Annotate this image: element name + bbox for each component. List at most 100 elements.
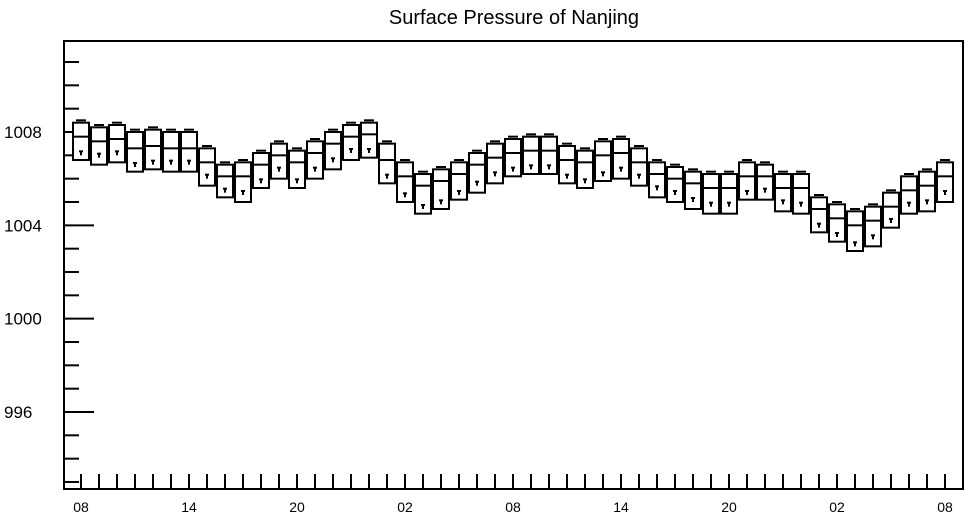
chart-title: Surface Pressure of Nanjing — [389, 7, 639, 29]
box — [522, 133, 540, 176]
box — [918, 168, 936, 213]
box-body — [684, 170, 702, 211]
box — [486, 140, 504, 185]
box-body — [234, 161, 252, 203]
box — [378, 140, 396, 185]
box — [72, 119, 90, 161]
box-body — [162, 131, 180, 173]
box — [702, 170, 720, 215]
box — [882, 189, 900, 229]
box-body — [522, 135, 540, 176]
box-body — [900, 175, 918, 215]
x-tick-label: 08 — [73, 499, 89, 515]
box-body — [720, 173, 738, 215]
box — [810, 194, 828, 234]
box-body — [504, 138, 522, 178]
box-body — [306, 140, 324, 180]
box — [144, 126, 162, 171]
box-body — [378, 142, 396, 185]
x-tick-label: 08 — [937, 499, 953, 515]
x-tick-label: 02 — [829, 499, 845, 515]
box-body — [396, 161, 414, 203]
y-tick-label: 996 — [4, 403, 32, 422]
box-body — [216, 163, 234, 199]
box-body — [432, 168, 450, 210]
box-body — [918, 170, 936, 213]
box — [450, 159, 468, 201]
box — [576, 147, 594, 190]
box-body — [756, 163, 774, 201]
box — [396, 159, 414, 203]
box — [180, 128, 198, 173]
box-body — [630, 147, 648, 187]
box-body — [360, 121, 378, 159]
box-body — [792, 173, 810, 215]
box — [612, 135, 630, 180]
box — [234, 159, 252, 203]
x-tick-label: 20 — [289, 499, 305, 515]
box — [288, 147, 306, 190]
box — [846, 208, 864, 252]
box-body — [846, 210, 864, 252]
plot-frame — [63, 40, 964, 490]
box-body — [666, 166, 684, 203]
box — [720, 170, 738, 215]
box — [666, 163, 684, 203]
box — [828, 201, 846, 243]
box-body — [342, 124, 360, 161]
box-body — [486, 142, 504, 185]
box — [90, 124, 108, 166]
box — [756, 161, 774, 201]
box — [108, 121, 126, 164]
box-body — [774, 173, 792, 213]
box — [540, 133, 558, 176]
y-tick-label: 1008 — [4, 123, 42, 142]
box-body — [648, 161, 666, 199]
box-body — [450, 161, 468, 201]
box — [594, 138, 612, 182]
box-body — [882, 191, 900, 229]
box-body — [864, 205, 882, 248]
box — [738, 159, 756, 201]
box-body — [180, 131, 198, 173]
box-body — [738, 161, 756, 201]
y-axis: 996 1000 1004 1008 — [4, 61, 94, 483]
box-body — [90, 126, 108, 166]
box — [468, 149, 486, 194]
box — [558, 142, 576, 185]
box — [270, 140, 288, 180]
box-body — [576, 149, 594, 190]
box-body — [540, 135, 558, 176]
box-body — [126, 131, 144, 173]
box-body — [612, 138, 630, 180]
box-body — [108, 124, 126, 164]
box — [414, 170, 432, 215]
box — [324, 128, 342, 171]
y-tick-label: 1000 — [4, 310, 42, 329]
boxes-group — [72, 119, 954, 252]
box — [774, 170, 792, 213]
box-body — [252, 152, 270, 189]
x-tick-label: 14 — [613, 499, 629, 515]
box-body — [288, 149, 306, 190]
box — [648, 159, 666, 199]
x-tick-label: 14 — [181, 499, 197, 515]
box — [864, 203, 882, 248]
y-tick-label: 1004 — [4, 216, 42, 235]
box-body — [936, 161, 954, 203]
box-body — [72, 121, 90, 161]
x-axis: 08 14 20 02 08 14 20 02 08 — [73, 474, 953, 515]
box — [360, 119, 378, 159]
box-body — [828, 203, 846, 243]
box — [792, 170, 810, 215]
box-body — [324, 131, 342, 171]
box — [504, 135, 522, 178]
box — [252, 149, 270, 189]
box-body — [270, 142, 288, 180]
box — [432, 166, 450, 210]
box-body — [144, 128, 162, 171]
box-body — [810, 196, 828, 234]
box-body — [594, 140, 612, 182]
box — [900, 173, 918, 215]
